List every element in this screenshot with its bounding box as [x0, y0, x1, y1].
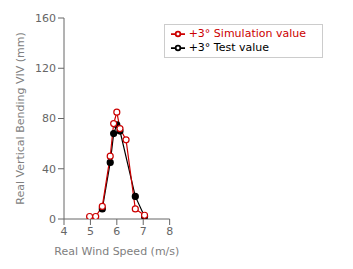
svg-text:160: 160: [35, 12, 56, 25]
svg-text:80: 80: [42, 112, 56, 125]
svg-text:6: 6: [113, 225, 120, 238]
html-text:+3° Simulation value: +3° Simulation value: [188, 27, 306, 40]
svg-text:0: 0: [49, 213, 56, 226]
svg-text:4: 4: [61, 225, 68, 238]
svg-text:Real Vertical Bending VIV (mm): Real Vertical Bending VIV (mm): [14, 32, 27, 204]
svg-text:120: 120: [35, 62, 56, 75]
svg-text:5: 5: [87, 225, 94, 238]
svg-text:Real Wind Speed (m/s): Real Wind Speed (m/s): [54, 245, 179, 258]
svg-text:7: 7: [140, 225, 147, 238]
html-text:+3° Test value: +3° Test value: [188, 41, 270, 54]
svg-text:40: 40: [42, 163, 56, 176]
svg-text:8: 8: [166, 225, 173, 238]
